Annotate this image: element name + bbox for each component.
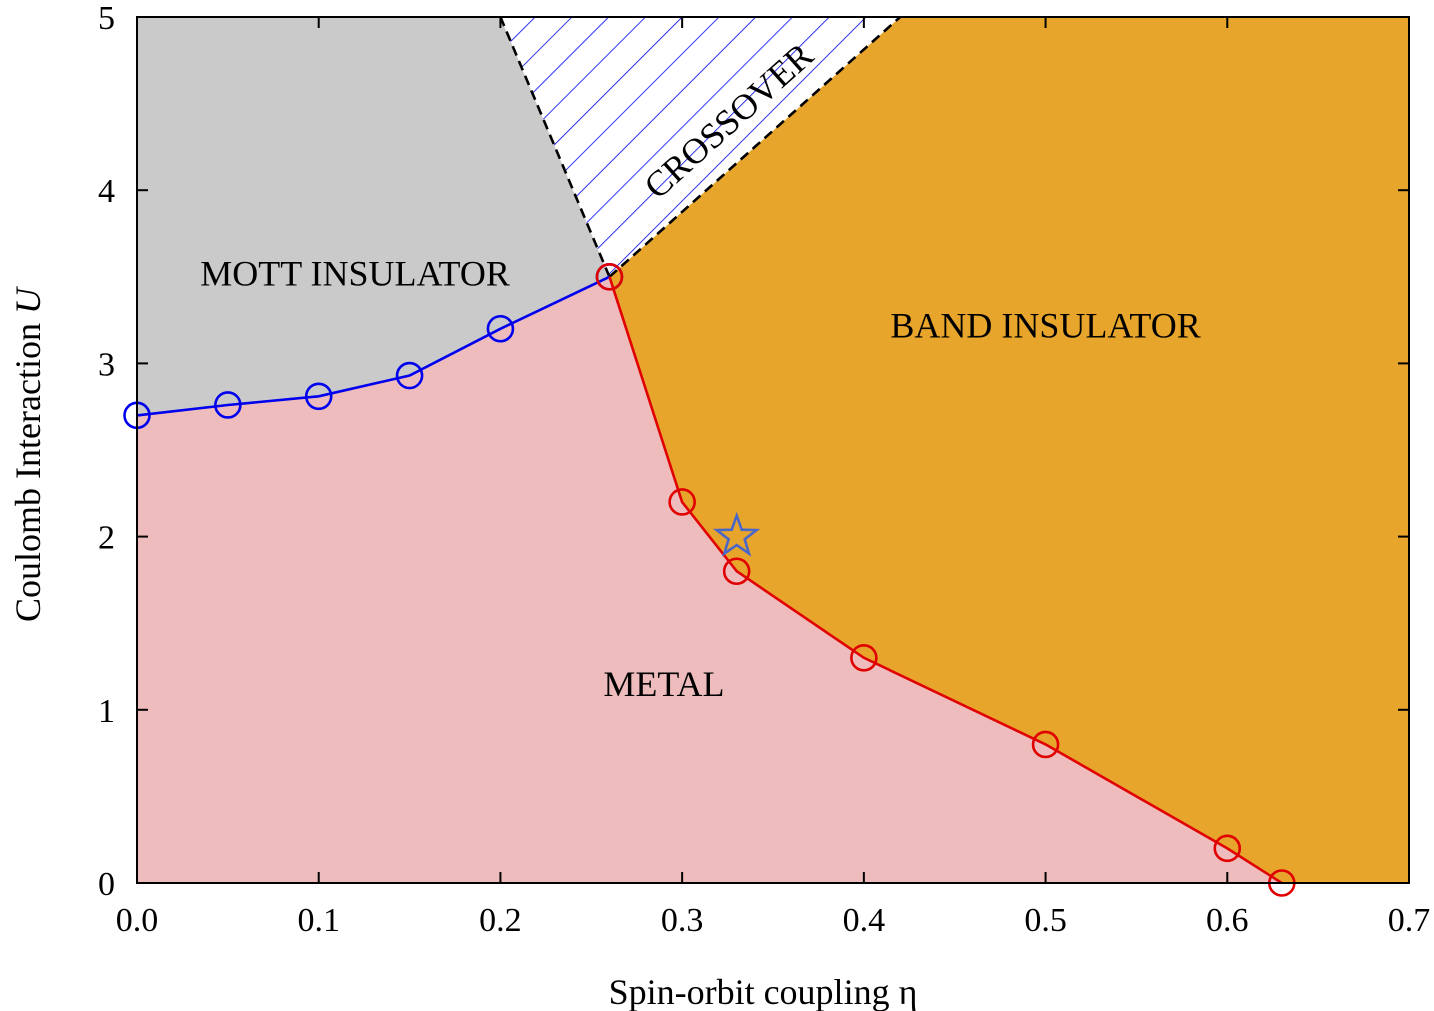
band-insulator-label: BAND INSULATOR <box>890 305 1200 345</box>
x-axis-label-text: Spin-orbit coupling <box>609 972 899 1011</box>
region-band-insulator <box>609 17 1409 883</box>
region-metal <box>137 276 1282 883</box>
plot-border <box>136 16 1410 884</box>
plot-frame <box>136 16 1410 884</box>
data-point <box>668 488 696 516</box>
data-point <box>214 391 242 419</box>
y-axis-label-text: Coulomb Interaction <box>8 314 48 622</box>
data-point <box>486 314 515 343</box>
x-tick-label: 0.6 <box>1206 902 1249 939</box>
series-2 <box>595 262 1296 897</box>
x-tick-label: 0.0 <box>116 902 159 939</box>
data-point <box>595 262 624 291</box>
region-crossover-hatch <box>500 17 901 277</box>
y-tick-label: 1 <box>98 693 115 730</box>
y-tick-label: 5 <box>98 0 115 37</box>
x-tick-label: 0.7 <box>1388 902 1431 939</box>
y-tick-label: 3 <box>98 346 115 383</box>
crossover-boundary-layer <box>499 16 902 278</box>
data-point <box>850 644 878 672</box>
x-axis-label: Spin-orbit coupling η <box>609 972 918 1011</box>
series-line <box>608 276 1283 885</box>
series-layer <box>123 262 1296 897</box>
star-marker <box>712 511 761 557</box>
crossover-boundary-right <box>608 16 902 278</box>
regions-layer <box>137 17 1409 883</box>
x-tick-label: 0.1 <box>297 902 340 939</box>
y-tick-label: 4 <box>98 173 115 210</box>
series-line <box>136 275 611 417</box>
star-layer <box>712 511 761 557</box>
x-tick-label: 0.5 <box>1024 902 1067 939</box>
data-point <box>722 557 751 586</box>
region-mott-insulator <box>137 17 610 416</box>
axis-ticks: 0.0 0.1 0.2 0.3 0.4 0.5 0.6 0.7 0 1 2 3 4 5 <box>98 0 1430 939</box>
mott-insulator-label: MOTT INSULATOR <box>200 253 510 293</box>
metal-label: METAL <box>603 664 724 704</box>
x-tick-label: 0.4 <box>843 902 886 939</box>
data-point <box>1213 834 1242 863</box>
y-tick-label: 2 <box>98 520 115 557</box>
data-point <box>304 382 333 411</box>
data-point <box>395 361 424 390</box>
y-tick-label: 0 <box>98 866 115 903</box>
y-axis-label-symbol: U <box>8 286 48 314</box>
x-tick-label: 0.3 <box>661 902 704 939</box>
x-tick-label: 0.2 <box>479 902 522 939</box>
y-axis-label: Coulomb Interaction U <box>8 286 48 622</box>
x-axis-label-symbol: η <box>899 972 918 1011</box>
data-point <box>1031 730 1060 759</box>
